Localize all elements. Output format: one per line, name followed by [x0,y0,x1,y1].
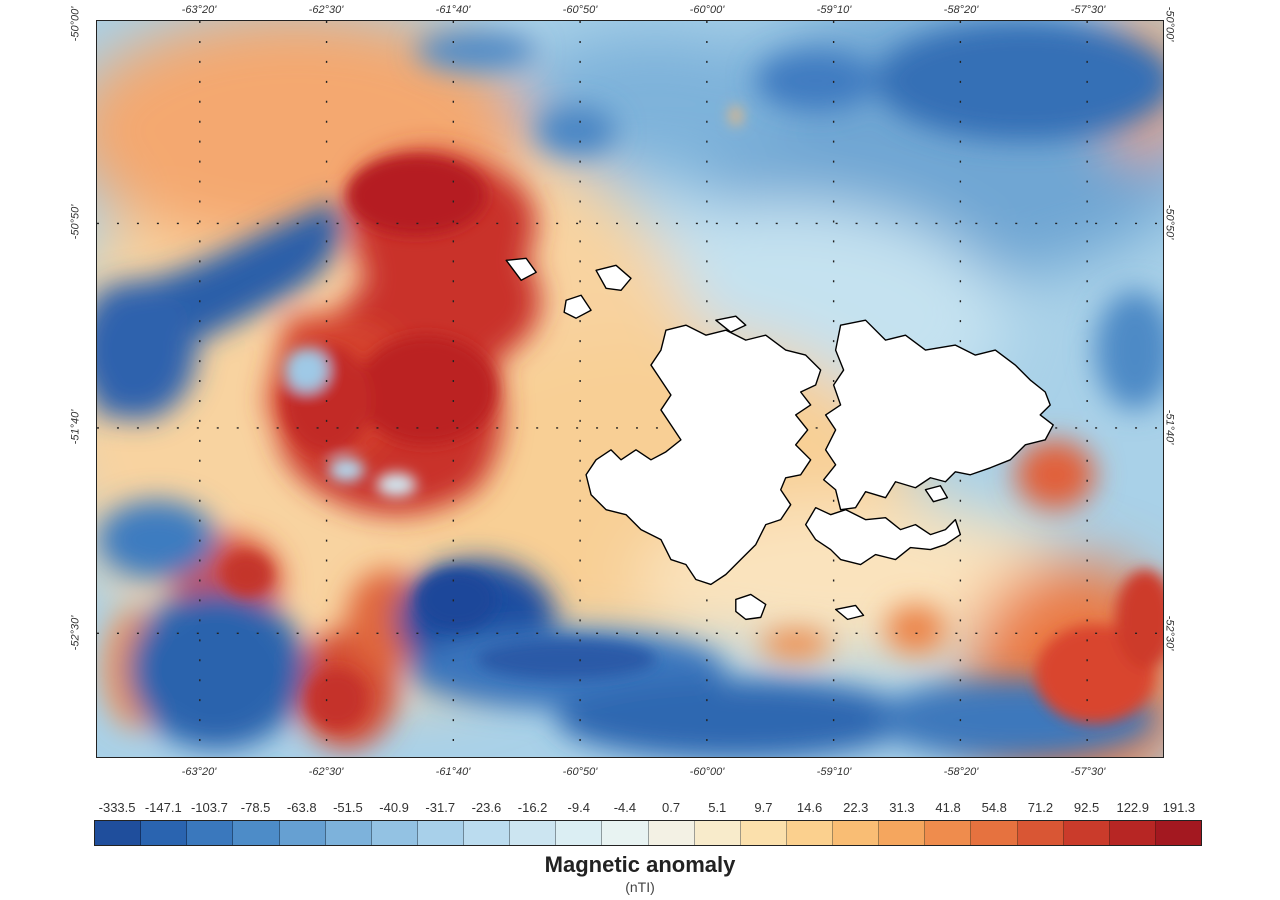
bottom-lon-label: -60°50' [562,766,598,778]
left-lat-label: -52°30' [69,615,82,651]
colorbar-swatch [325,821,372,845]
colorbar-swatch [371,821,418,845]
colorbar-tick-label: -16.2 [517,800,548,815]
colorbar-swatch [556,821,603,845]
colorbar-tick-label: -51.5 [333,800,363,815]
top-lon-label: -60°00' [689,4,725,16]
top-lon-label: -57°30' [1070,4,1106,16]
colorbar-tick-label: 41.8 [935,800,961,815]
colorbar-swatch [1155,821,1201,845]
colorbar-tick-label: 122.9 [1116,800,1150,815]
colorbar-tick-label: -103.7 [190,800,228,815]
colorbar-tick-label: -9.4 [567,800,590,815]
colorbar [94,820,1202,846]
colorbar-tick-label: 31.3 [889,800,915,815]
colorbar-swatch [602,821,649,845]
colorbar-tick-label: -147.1 [144,800,182,815]
colorbar-swatch [648,821,695,845]
colorbar-swatch [1017,821,1064,845]
right-lat-label: -50°50' [1163,204,1176,240]
legend-title: Magnetic anomaly [544,852,736,877]
colorbar-tick-label: 5.1 [708,800,727,815]
colorbar-tick-label: -31.7 [425,800,456,815]
top-lon-label: -63°20' [181,4,217,16]
colorbar-tick-label: -23.6 [471,800,502,815]
colorbar-tick-label: -40.9 [379,800,409,815]
bottom-lon-label: -63°20' [181,766,217,778]
colorbar-swatch [279,821,326,845]
colorbar-swatch [464,821,511,845]
left-lat-label: -51°40' [69,409,82,445]
colorbar-swatch [786,821,833,845]
left-lat-label: -50°50' [69,204,82,240]
colorbar-tick-label: -63.8 [286,800,317,815]
left-lat-label: -50°00' [69,6,82,42]
bottom-lon-label: -62°30' [308,766,344,778]
colorbar-tick-label: -333.5 [98,800,136,815]
bottom-lon-label: -57°30' [1070,766,1106,778]
colorbar-tick-label: 54.8 [981,800,1007,815]
right-lat-label: -52°30' [1163,615,1176,651]
colorbar-swatch [187,821,234,845]
bottom-lon-label: -59°10' [816,766,852,778]
colorbar-swatch [925,821,972,845]
bottom-lon-label: -60°00' [689,766,725,778]
colorbar-swatch [417,821,464,845]
legend-unit: (nTI) [625,879,655,895]
top-lon-label: -62°30' [308,4,344,16]
colorbar-swatch [1109,821,1156,845]
colorbar-swatch [740,821,787,845]
top-lon-label: -58°20' [943,4,979,16]
colorbar-swatch [1063,821,1110,845]
magnetic-anomaly-map [96,20,1164,758]
coastline [505,257,1054,621]
colorbar-swatch [971,821,1018,845]
right-lat-label: -51°40' [1163,409,1176,445]
right-lat-label: -50°00' [1163,6,1176,42]
anomaly-field [97,21,1163,757]
top-lon-label: -59°10' [816,4,852,16]
bottom-lon-label: -58°20' [943,766,979,778]
bottom-lon-label: -61°40' [435,766,471,778]
colorbar-tick-label: 0.7 [662,800,681,815]
colorbar-tick-label: -4.4 [613,800,637,815]
colorbar-tick-label: 22.3 [843,800,869,815]
colorbar-tick-label: -78.5 [240,800,271,815]
colorbar-swatch [233,821,280,845]
colorbar-tick-label: 9.7 [754,800,773,815]
colorbar-swatch [879,821,926,845]
colorbar-swatch [141,821,188,845]
colorbar-swatch [833,821,880,845]
colorbar-swatch [694,821,741,845]
colorbar-swatch [510,821,557,845]
colorbar-tick-label: 71.2 [1027,800,1054,815]
colorbar-tick-label: 191.3 [1162,800,1196,815]
colorbar-tick-label: 14.6 [796,800,823,815]
top-lon-label: -61°40' [435,4,471,16]
colorbar-swatch [95,821,142,845]
colorbar-tick-label: 92.5 [1073,800,1100,815]
top-lon-label: -60°50' [562,4,598,16]
